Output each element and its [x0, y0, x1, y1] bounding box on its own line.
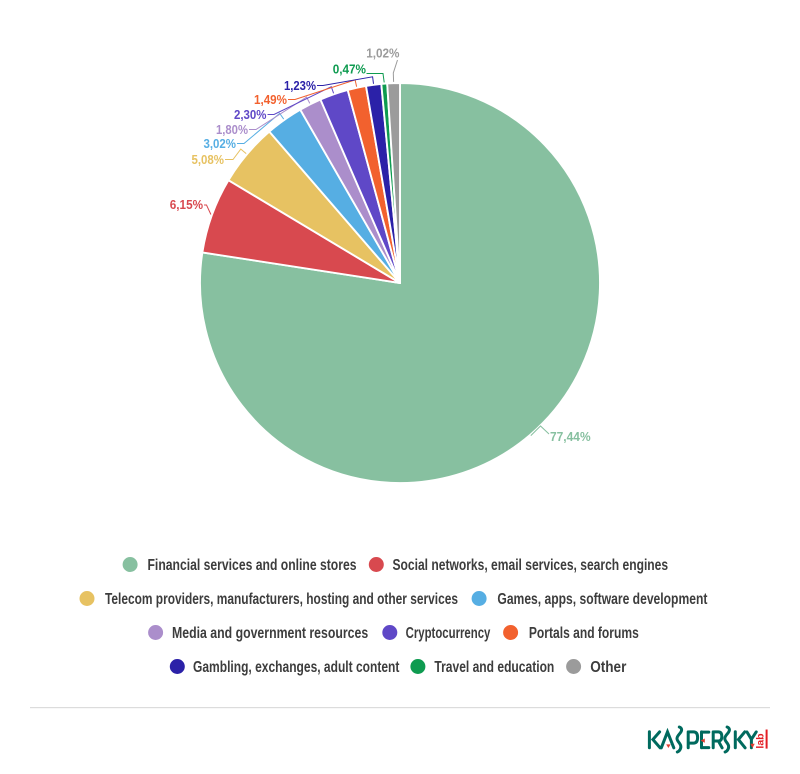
- svg-text:1,80%: 1,80%: [216, 123, 248, 137]
- svg-text:1,49%: 1,49%: [254, 93, 287, 107]
- svg-text:Gambling, exchanges, adult con: Gambling, exchanges, adult content: [193, 659, 399, 676]
- svg-text:Travel and education: Travel and education: [434, 659, 554, 676]
- svg-text:2,30%: 2,30%: [234, 108, 267, 122]
- svg-text:Cryptocurrency: Cryptocurrency: [406, 625, 491, 642]
- svg-text:1,23%: 1,23%: [284, 79, 316, 93]
- svg-text:5,08%: 5,08%: [192, 153, 225, 167]
- svg-text:Portals and forums: Portals and forums: [529, 625, 639, 642]
- svg-text:6,15%: 6,15%: [170, 198, 203, 212]
- svg-text:Telecom providers, manufacture: Telecom providers, manufacturers, hostin…: [105, 591, 458, 608]
- svg-text:lab: lab: [755, 733, 767, 748]
- svg-text:Games, apps, software developm: Games, apps, software development: [497, 591, 707, 608]
- svg-text:1,02%: 1,02%: [366, 47, 399, 61]
- svg-text:Financial services and online: Financial services and online stores: [148, 557, 357, 574]
- svg-text:Social networks, email service: Social networks, email services, search …: [393, 557, 669, 574]
- svg-text:0,47%: 0,47%: [333, 63, 366, 77]
- svg-text:Media and government resources: Media and government resources: [172, 625, 368, 642]
- svg-text:3,02%: 3,02%: [204, 137, 237, 151]
- svg-text:77,44%: 77,44%: [550, 430, 591, 444]
- svg-text:Other: Other: [590, 659, 626, 676]
